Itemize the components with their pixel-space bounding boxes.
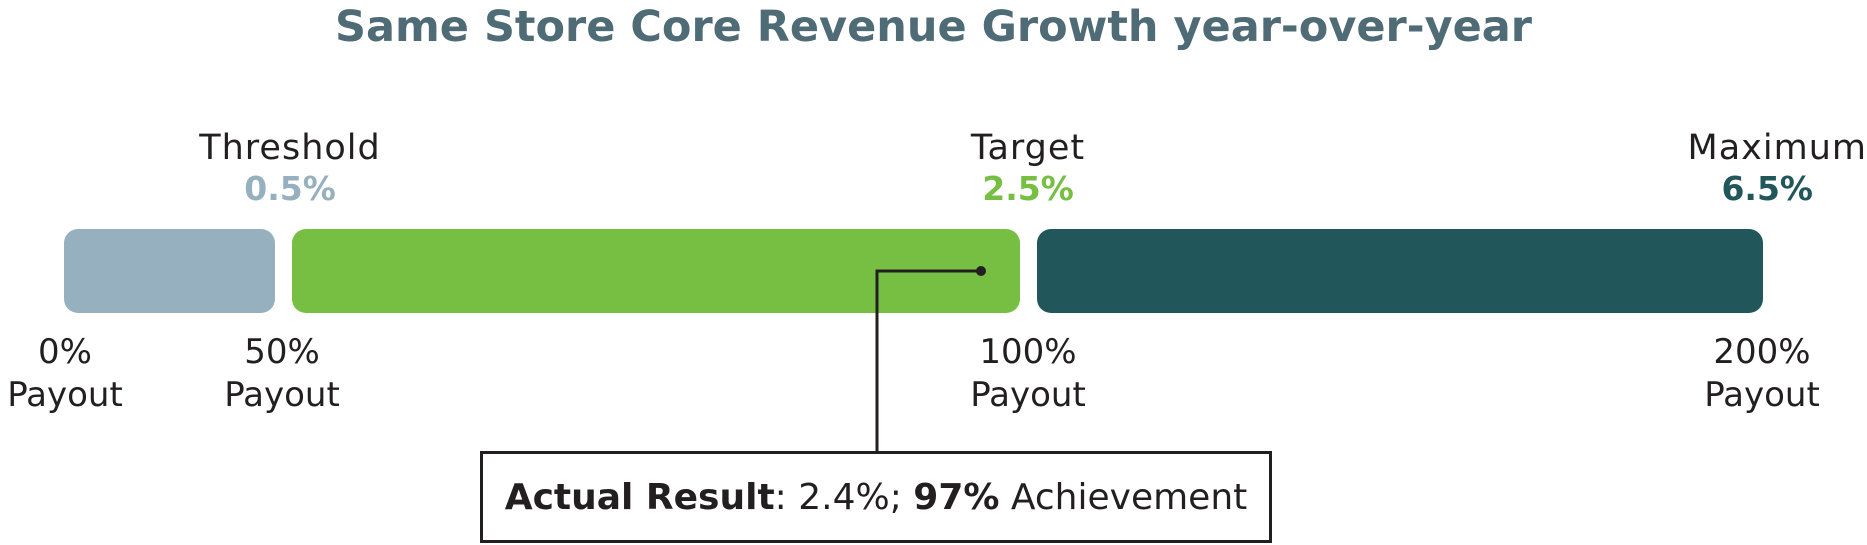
achievement-label: Achievement	[999, 476, 1248, 518]
target-label: Target	[970, 128, 1086, 168]
actual-result-sep: :	[774, 476, 799, 518]
achievement-value: 97%	[913, 476, 1000, 518]
payout-100: 100% Payout	[958, 331, 1098, 417]
payout-50: 50% Payout	[212, 331, 352, 417]
threshold-label: Threshold	[199, 128, 381, 168]
payout-0-pct: 0%	[38, 332, 92, 372]
target-header: Target 2.5%	[928, 128, 1128, 210]
threshold-header: Threshold 0.5%	[190, 128, 390, 210]
actual-result-marker	[976, 266, 986, 276]
payout-0-word: Payout	[7, 375, 123, 415]
target-value: 2.5%	[982, 169, 1074, 208]
payout-100-word: Payout	[970, 375, 1086, 415]
payout-200-pct: 200%	[1713, 332, 1811, 372]
payout-50-pct: 50%	[244, 332, 320, 372]
maximum-value: 6.5%	[1721, 169, 1813, 208]
actual-result-box: Actual Result: 2.4%; 97% Achievement	[480, 451, 1272, 543]
payout-100-pct: 100%	[979, 332, 1077, 372]
payout-0: 0% Payout	[0, 331, 135, 417]
payout-200-word: Payout	[1704, 375, 1820, 415]
maximum-header: Maximum 6.5%	[1667, 128, 1867, 210]
threshold-segment	[64, 229, 275, 313]
payout-50-word: Payout	[224, 375, 340, 415]
chart-title: Same Store Core Revenue Growth year-over…	[335, 2, 1532, 52]
maximum-segment	[1037, 229, 1763, 313]
maximum-label: Maximum	[1687, 128, 1867, 168]
payout-200: 200% Payout	[1692, 331, 1832, 417]
threshold-value: 0.5%	[244, 169, 336, 208]
actual-result-value: 2.4%;	[798, 476, 914, 518]
actual-result-label: Actual Result	[504, 476, 775, 518]
